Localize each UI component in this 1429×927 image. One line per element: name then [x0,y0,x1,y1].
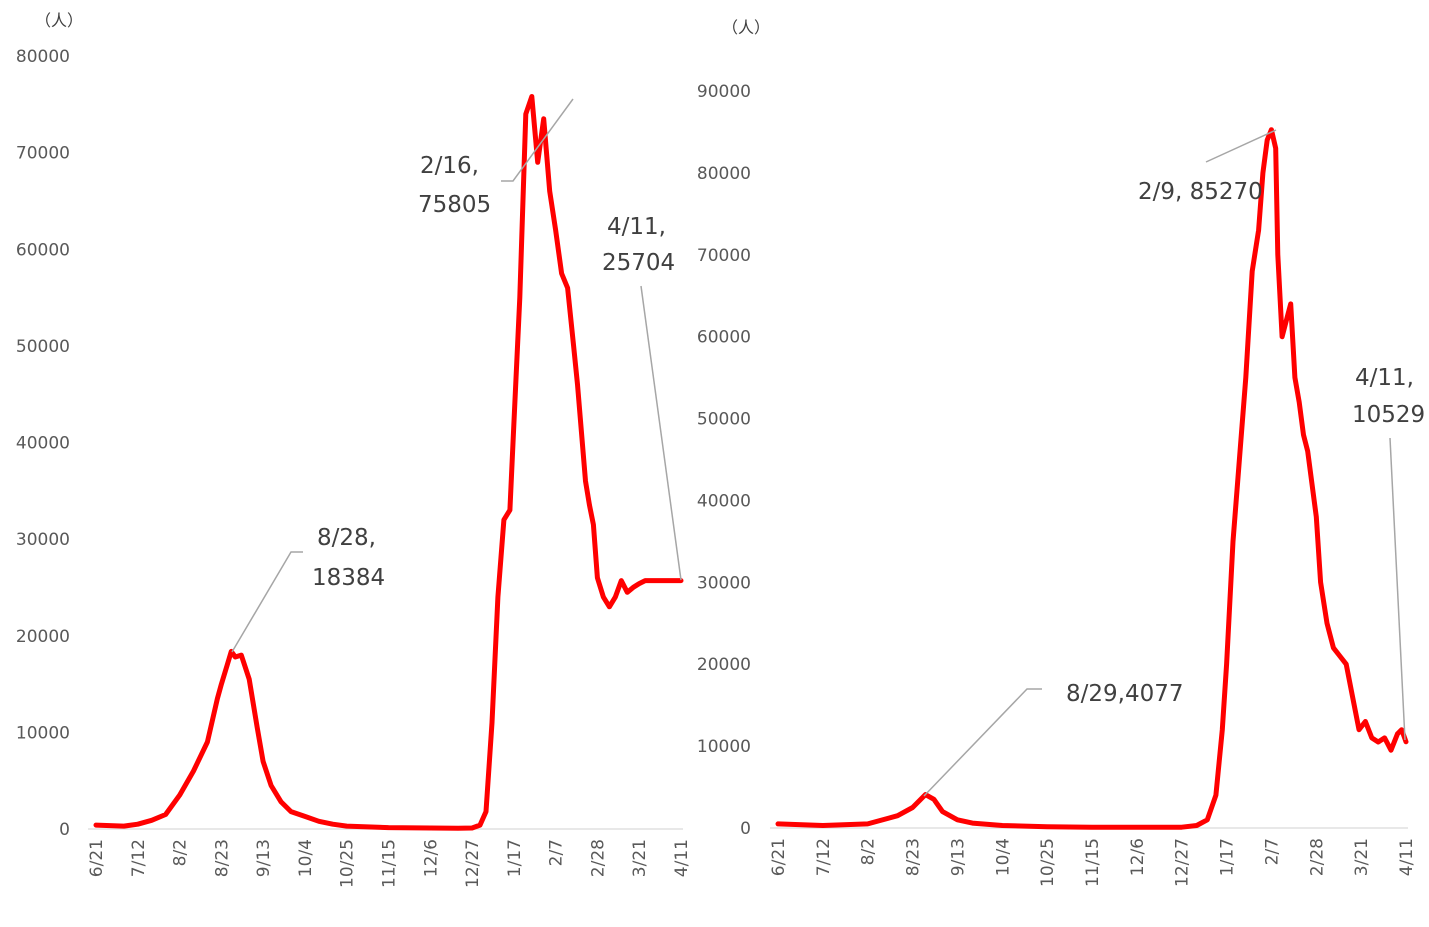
chart-right-annotation-peak: 2/9, 85270 [1138,179,1263,205]
chart-left-x-tick-label: 4/11 [672,839,692,877]
chart-right-x-ticks: 6/21 7/12 8/2 8/23 9/13 10/4 10/25 11/15 12/6 12/… [769,838,1417,887]
chart-right-y-tick-label: 30000 [697,573,751,593]
chart-left-unit-label: （人） [35,11,83,30]
chart-left-x-tick-label: 10/25 [338,839,358,888]
chart-right-x-tick-label: 2/7 [1262,838,1282,865]
chart-left-x-tick-label: 11/15 [380,839,400,888]
chart-right-x-tick-label: 2/28 [1307,838,1327,876]
chart-right-x-tick-label: 6/21 [769,838,789,876]
chart-left-x-tick-label: 1/17 [505,839,525,877]
chart-right-x-tick-label: 4/11 [1397,838,1417,876]
chart-right-y-tick-label: 70000 [697,246,751,266]
chart-left-annotation-last-line2: 25704 [602,250,675,276]
chart-right-y-ticks: 0 10000 20000 30000 40000 50000 60000 70000 8000… [697,82,751,839]
chart-left-y-tick-label: 40000 [16,434,70,454]
chart-right-x-tick-label: 8/23 [904,838,924,876]
chart-left-annotation-peak1-line2: 18384 [312,565,385,591]
chart-left-leader-peak2 [501,98,574,182]
chart-right-y-tick-label: 60000 [697,328,751,348]
chart-right-annotation-first: 8/29,4077 [1066,681,1184,707]
chart-right-annotation-last-line1: 4/11, [1355,365,1414,391]
chart-right-y-tick-label: 0 [740,819,751,839]
chart-left-y-tick-label: 30000 [16,530,70,550]
chart-right-x-tick-label: 11/15 [1083,838,1103,887]
chart-left-y-tick-label: 10000 [16,723,70,743]
chart-right-x-tick-label: 1/17 [1218,838,1238,876]
chart-left-leader-last [640,285,682,581]
chart-right: （人） 0 10000 20000 30000 40000 50000 60000 70000… [697,18,1425,887]
chart-left-y-tick-label: 0 [59,820,70,840]
chart-right-series-line [775,127,1409,830]
chart-right-x-tick-label: 9/13 [948,838,968,876]
chart-left-x-tick-label: 7/12 [129,839,149,877]
chart-left-annotation-peak2-line2: 75805 [418,192,491,218]
chart-left-x-tick-label: 2/7 [547,839,567,866]
chart-left-x-tick-label: 2/28 [588,839,608,877]
chart-right-x-tick-label: 3/21 [1352,838,1372,876]
chart-left-x-tick-label: 9/13 [254,839,274,877]
chart-left-x-tick-label: 8/23 [212,839,232,877]
chart-left-x-tick-label: 3/21 [630,839,650,877]
chart-left-annotation-peak1-line1: 8/28, [317,525,376,551]
chart-right-annotations: 8/29,4077 2/9, 85270 4/11, 10529 [923,129,1425,797]
chart-right-x-tick-label: 10/4 [993,838,1013,876]
chart-right-x-tick-label: 10/25 [1038,838,1058,887]
chart-right-x-tick-label: 12/6 [1128,838,1148,876]
chart-right-unit-label: （人） [722,18,770,37]
chart-left-annotation-peak2-line1: 2/16, [420,153,479,179]
chart-right-y-tick-label: 20000 [697,655,751,675]
chart-left-x-tick-label: 6/21 [87,839,107,877]
chart-right-x-tick-label: 12/27 [1173,838,1193,887]
chart-right-annotation-last-line2: 10529 [1352,402,1425,428]
chart-left-x-ticks: 6/21 7/12 8/2 8/23 9/13 10/4 10/25 11/15 12/6 12/… [87,839,692,888]
chart-right-leader-first [923,688,1042,797]
chart-left-x-tick-label: 10/4 [296,839,316,877]
chart-left-y-tick-label: 20000 [16,627,70,647]
chart-right-y-tick-label: 90000 [697,82,751,102]
chart-left-y-tick-label: 80000 [16,47,70,67]
chart-left-annotation-last-line1: 4/11, [607,214,666,240]
chart-right-y-tick-label: 50000 [697,410,751,430]
chart-left-y-tick-label: 50000 [16,337,70,357]
chart-left-series-line [93,94,684,831]
chart-right-x-tick-label: 8/2 [859,838,879,865]
chart-right-y-tick-label: 40000 [697,491,751,511]
chart-left-leader-peak1 [231,551,303,653]
chart-right-y-tick-label: 10000 [697,737,751,757]
chart-left-x-tick-label: 8/2 [171,839,191,866]
chart-left-y-ticks: 0 10000 20000 30000 40000 50000 60000 70000 8000… [16,47,70,840]
chart-right-x-tick-label: 7/12 [814,838,834,876]
chart-left-y-tick-label: 70000 [16,144,70,164]
chart-right-y-tick-label: 80000 [697,164,751,184]
chart-right-leader-last [1389,437,1406,741]
chart-left: （人） 0 10000 20000 30000 40000 50000 60000 70000… [16,11,692,888]
chart-left-x-tick-label: 12/27 [463,839,483,888]
chart-right-leader-peak [1205,129,1277,163]
chart-left-y-tick-label: 60000 [16,240,70,260]
chart-left-x-tick-label: 12/6 [421,839,441,877]
chart-left-annotations: 8/28, 18384 2/16, 75805 4/11, 25704 [231,98,682,653]
